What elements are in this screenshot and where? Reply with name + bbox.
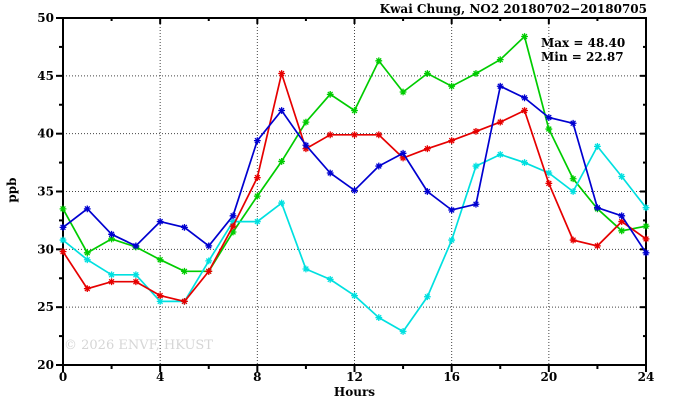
x-tick-labels: 0 4 8 12 16 20 24 (59, 370, 655, 384)
svg-text:20: 20 (540, 370, 557, 384)
svg-text:45: 45 (37, 69, 54, 83)
svg-text:16: 16 (443, 370, 460, 384)
y-axis-label: ppb (5, 177, 19, 203)
series-cyan (59, 142, 650, 335)
svg-text:25: 25 (37, 300, 54, 314)
svg-text:35: 35 (37, 185, 54, 199)
axis-ticks (56, 17, 647, 372)
y-tick-labels: 20 25 30 35 40 45 50 (37, 11, 54, 372)
max-min-readout: Max = 48.40 Min = 22.87 (541, 36, 625, 64)
svg-text:4: 4 (156, 370, 164, 384)
plot-frame (62, 17, 647, 366)
svg-text:30: 30 (37, 242, 54, 256)
svg-text:20: 20 (37, 358, 54, 372)
series-red (59, 70, 650, 305)
svg-text:0: 0 (59, 370, 67, 384)
max-value-label: Max = 48.40 (541, 36, 626, 50)
svg-text:24: 24 (638, 370, 655, 384)
svg-text:40: 40 (37, 127, 54, 141)
chart-title: Kwai Chung, NO2 20180702−20180705 (379, 2, 647, 16)
watermark: © 2026 ENVF, HKUST (64, 338, 213, 353)
series-red-markers (59, 70, 650, 305)
svg-text:12: 12 (346, 370, 363, 384)
x-axis-label: Hours (333, 385, 376, 399)
series-blue-markers (59, 82, 650, 257)
svg-text:8: 8 (253, 370, 261, 384)
min-value-label: Min = 22.87 (541, 50, 624, 64)
svg-text:50: 50 (37, 11, 54, 25)
series-blue (59, 82, 650, 257)
